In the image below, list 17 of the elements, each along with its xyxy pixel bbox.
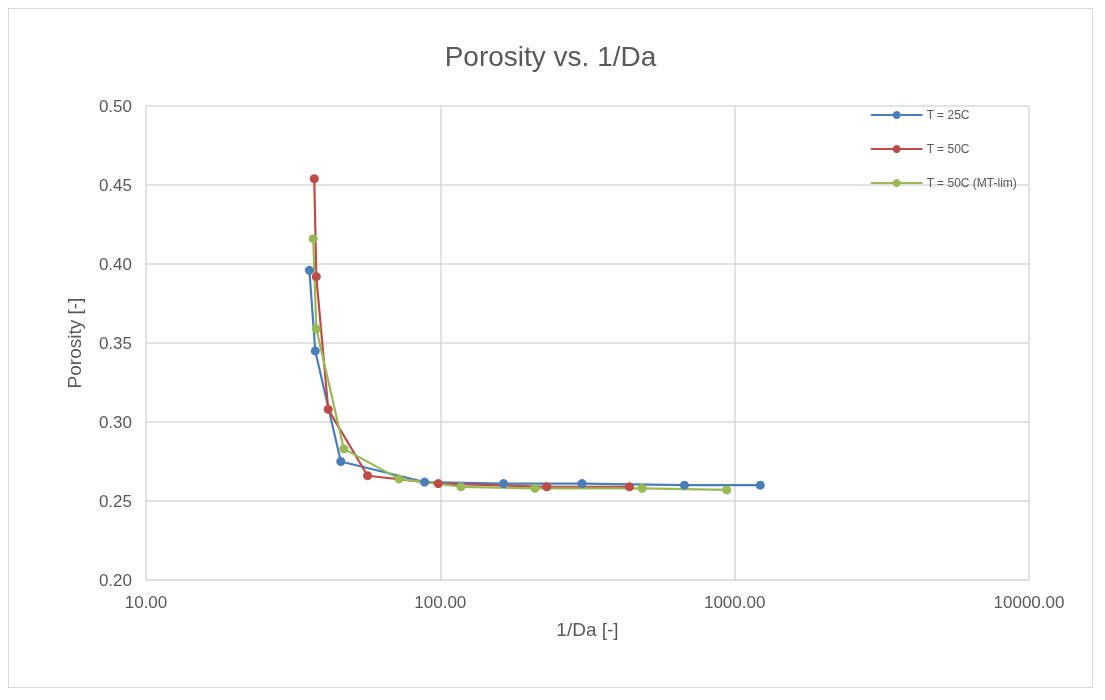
x-tick-label: 100.00 xyxy=(414,593,467,612)
y-tick-label: 0.30 xyxy=(98,412,132,432)
legend-label: T = 50C xyxy=(926,142,970,156)
x-tick-label: 10.00 xyxy=(124,593,168,612)
y-tick-label: 0.20 xyxy=(98,570,132,590)
y-tick-label: 0.25 xyxy=(98,491,132,511)
y-tick-label: 0.45 xyxy=(98,175,132,195)
chart-title: Porosity vs. 1/Da xyxy=(444,40,657,72)
x-tick-label: 1000.00 xyxy=(703,593,766,612)
x-tick-label: 10000.00 xyxy=(993,593,1065,612)
y-tick-label: 0.50 xyxy=(98,96,132,116)
legend-label: T = 50C (MT-lim) xyxy=(926,176,1017,190)
y-tick-label: 0.40 xyxy=(98,254,132,274)
legend-label: T = 25C xyxy=(926,108,970,122)
x-axis-title: 1/Da [-] xyxy=(556,619,619,640)
y-axis-title: Porosity [-] xyxy=(64,297,85,389)
y-tick-label: 0.35 xyxy=(98,333,132,353)
